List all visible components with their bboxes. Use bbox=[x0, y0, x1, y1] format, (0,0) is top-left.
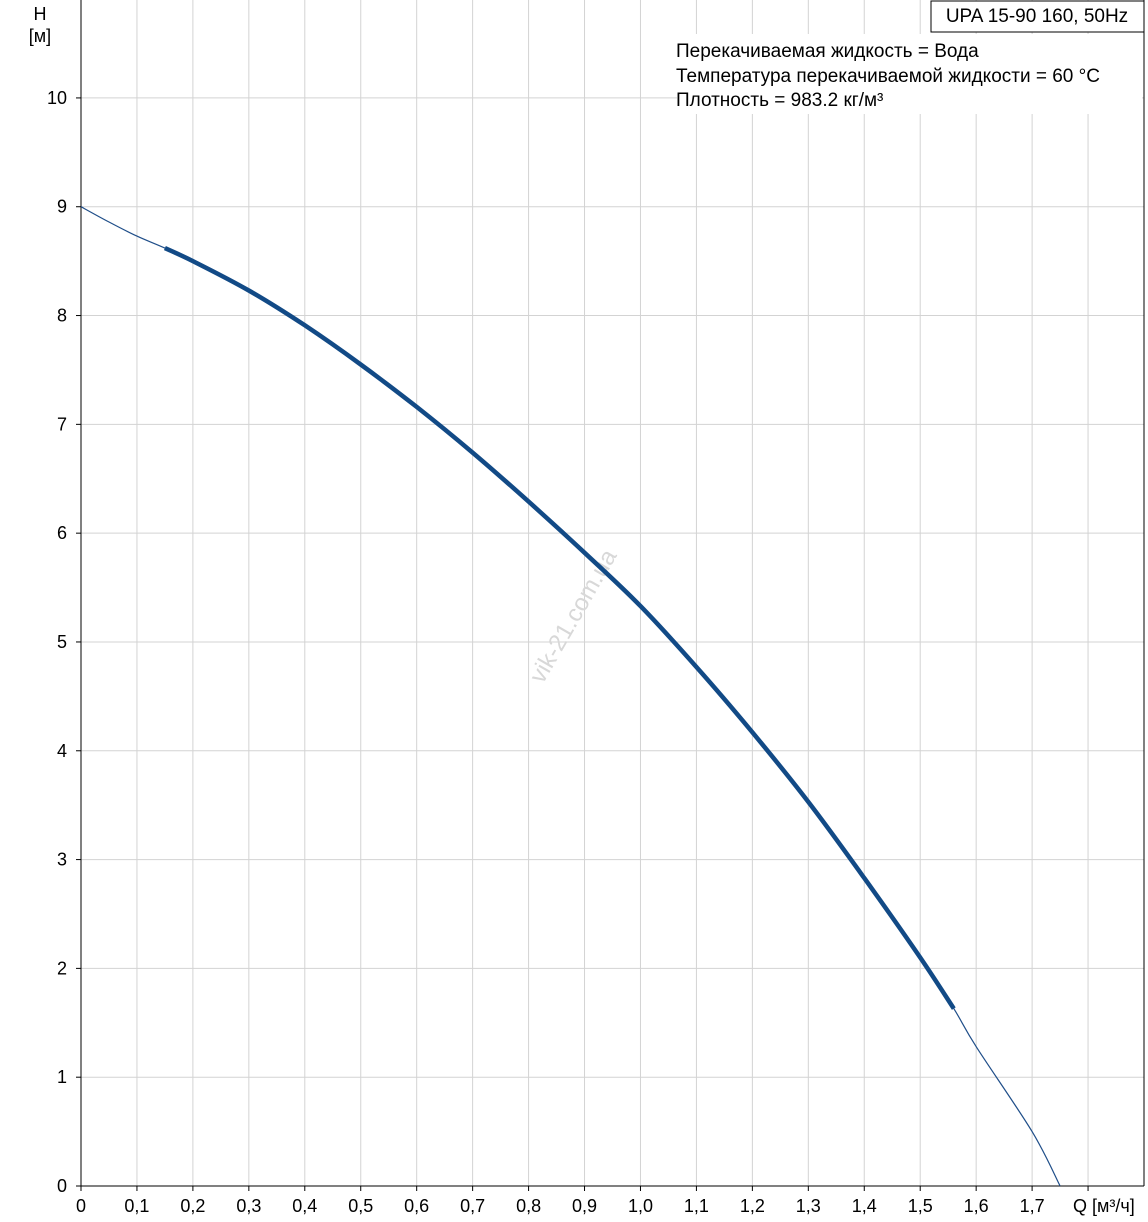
y-tick-label: 8 bbox=[57, 306, 67, 326]
y-tick-label: 7 bbox=[57, 414, 67, 434]
y-tick-label: 10 bbox=[47, 88, 67, 108]
x-axis-title: Q [м³/ч] bbox=[1073, 1196, 1135, 1216]
y-tick-label: 3 bbox=[57, 850, 67, 870]
x-tick-label: 1,2 bbox=[740, 1196, 765, 1216]
x-tick-label: 1,0 bbox=[628, 1196, 653, 1216]
x-tick-label: 0,6 bbox=[404, 1196, 429, 1216]
y-tick-label: 4 bbox=[57, 741, 67, 761]
info-line-liquid: Перекачиваемая жидкость = Вода bbox=[676, 41, 979, 62]
y-tick-label: 5 bbox=[57, 632, 67, 652]
x-tick-label: 1,1 bbox=[684, 1196, 709, 1216]
x-tick-label: 1,7 bbox=[1020, 1196, 1045, 1216]
y-axis-unit: [м] bbox=[29, 26, 51, 46]
x-tick-label: 0,4 bbox=[292, 1196, 317, 1216]
info-line-density: Плотность = 983.2 кг/м³ bbox=[676, 90, 883, 111]
chart-series bbox=[80, 206, 1061, 1187]
x-tick-label: 0,8 bbox=[516, 1196, 541, 1216]
y-tick-label: 6 bbox=[57, 523, 67, 543]
info-line-temperature: Температура перекачиваемой жидкости = 60… bbox=[676, 66, 1100, 87]
x-tick-label: 0,9 bbox=[572, 1196, 597, 1216]
x-tick-label: 0,2 bbox=[180, 1196, 205, 1216]
y-tick-label: 9 bbox=[57, 197, 67, 217]
x-tick-label: 1,6 bbox=[964, 1196, 989, 1216]
x-tick-label: 1,3 bbox=[796, 1196, 821, 1216]
x-tick-label: 0,5 bbox=[348, 1196, 373, 1216]
y-tick-label: 2 bbox=[57, 958, 67, 978]
x-tick-label: 0,1 bbox=[124, 1196, 149, 1216]
pump-curve-operating-range bbox=[163, 246, 956, 1010]
y-axis-title: H bbox=[34, 4, 47, 24]
model-label-box bbox=[930, 0, 1145, 33]
chart-ticks: 0 0,1 0,2 0,3 0,4 0,5 0,6 0,7 0,8 0,9 1,0 1,1 1,2 1,3… bbox=[47, 88, 1089, 1216]
info-box-background bbox=[677, 34, 1142, 114]
model-label: UPA 15-90 160, 50Hz bbox=[946, 6, 1128, 27]
y-tick-label: 1 bbox=[57, 1067, 67, 1087]
x-tick-label: 0,3 bbox=[236, 1196, 261, 1216]
x-tick-label: 1,5 bbox=[908, 1196, 933, 1216]
y-tick-label: 0 bbox=[57, 1176, 67, 1196]
x-tick-label: 0 bbox=[76, 1196, 86, 1216]
x-tick-label: 0,7 bbox=[460, 1196, 485, 1216]
chart-grid bbox=[81, 0, 1144, 1186]
chart-axes bbox=[80, 0, 1145, 1187]
x-tick-label: 1,4 bbox=[852, 1196, 877, 1216]
